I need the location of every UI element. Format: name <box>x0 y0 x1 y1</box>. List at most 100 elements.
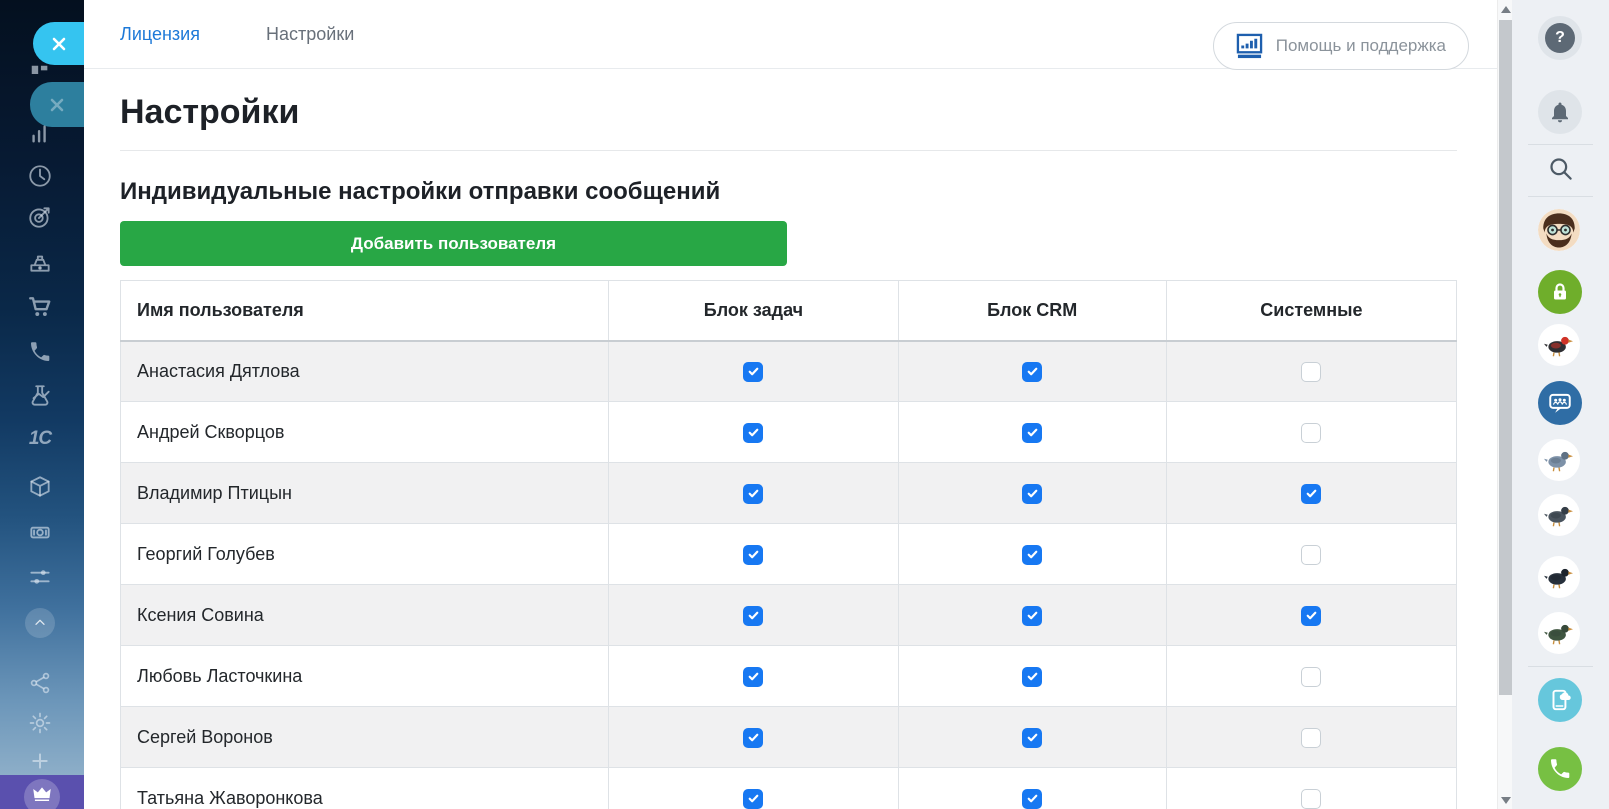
phone-icon[interactable] <box>27 339 53 365</box>
user-name-cell: Ксения Совина <box>119 584 610 646</box>
crm-cell <box>897 340 1167 402</box>
swallow-avatar[interactable] <box>1538 556 1580 598</box>
tasks-checkbox[interactable] <box>743 544 764 565</box>
table-row: Анастасия Дятлова <box>119 340 1458 402</box>
tasks-cell <box>608 645 899 707</box>
search-icon[interactable] <box>1538 146 1582 190</box>
system-cell <box>1165 401 1458 463</box>
cube-icon[interactable] <box>27 474 53 500</box>
crm-cell <box>897 645 1167 707</box>
tab-settings[interactable]: Настройки <box>265 23 355 44</box>
onec-icon[interactable]: 1С <box>28 428 52 449</box>
chevron-up-icon[interactable] <box>25 608 55 638</box>
user-name-cell: Георгий Голубев <box>119 523 610 585</box>
system-checkbox[interactable] <box>1301 483 1322 504</box>
question-mark-icon: ? <box>1545 23 1575 53</box>
target-icon[interactable] <box>27 204 53 230</box>
system-checkbox[interactable] <box>1301 544 1322 565</box>
crm-cell <box>897 706 1167 768</box>
scrollbar-thumb[interactable] <box>1499 20 1512 695</box>
close-panel-button[interactable] <box>30 82 84 127</box>
tasks-cell <box>608 523 899 585</box>
section-heading: Индивидуальные настройки отправки сообще… <box>120 178 721 205</box>
divider <box>120 150 1457 151</box>
crm-checkbox[interactable] <box>1022 422 1043 443</box>
tasks-checkbox[interactable] <box>743 361 764 382</box>
crm-checkbox[interactable] <box>1022 666 1043 687</box>
bell-icon[interactable] <box>1538 90 1582 134</box>
crm-checkbox[interactable] <box>1022 727 1043 748</box>
crm-cell <box>897 462 1167 524</box>
crm-checkbox[interactable] <box>1022 605 1043 626</box>
table-row: Георгий Голубев <box>119 523 1458 585</box>
system-checkbox[interactable] <box>1301 422 1322 443</box>
bar-chart-icon <box>1236 33 1263 60</box>
tasks-checkbox[interactable] <box>743 788 764 809</box>
help-support-button[interactable]: Помощь и поддержка <box>1212 22 1469 70</box>
user-settings-table: Имя пользователя Блок задач Блок CRM Сис… <box>119 280 1458 809</box>
crown-icon <box>24 779 60 809</box>
scroll-up-arrow[interactable] <box>1501 6 1511 13</box>
clock-icon[interactable] <box>27 163 53 189</box>
vertical-scrollbar[interactable] <box>1497 0 1512 809</box>
tasks-checkbox[interactable] <box>743 605 764 626</box>
woodpecker-avatar[interactable] <box>1538 324 1580 366</box>
crm-checkbox[interactable] <box>1022 788 1043 809</box>
grid-icon[interactable] <box>27 61 53 87</box>
crm-checkbox[interactable] <box>1022 483 1043 504</box>
system-checkbox[interactable] <box>1301 361 1322 382</box>
tasks-cell <box>608 462 899 524</box>
bar-chart-icon[interactable] <box>27 121 53 147</box>
device-cloud-icon[interactable] <box>1538 678 1582 722</box>
system-checkbox[interactable] <box>1301 666 1322 687</box>
tab-license[interactable]: Лицензия <box>120 23 200 44</box>
tasks-cell <box>608 401 899 463</box>
tasks-checkbox[interactable] <box>743 666 764 687</box>
page-title: Настройки <box>120 93 300 131</box>
user-avatar[interactable] <box>1538 209 1580 251</box>
table-row: Андрей Скворцов <box>119 401 1458 463</box>
gear-icon[interactable] <box>27 710 53 736</box>
help-icon[interactable]: ? <box>1538 16 1582 60</box>
dark-bird-avatar[interactable] <box>1538 494 1580 536</box>
flask-icon[interactable] <box>27 383 53 409</box>
sliders-icon[interactable] <box>27 564 53 590</box>
add-user-button[interactable]: Добавить пользователя <box>120 221 787 266</box>
scroll-down-arrow[interactable] <box>1501 797 1511 804</box>
starling-avatar[interactable] <box>1538 612 1580 654</box>
phone-call-icon[interactable] <box>1538 747 1582 791</box>
crm-cell <box>897 584 1167 646</box>
plus-icon[interactable] <box>27 748 53 774</box>
user-name-cell: Анастасия Дятлова <box>119 340 610 402</box>
user-name-cell: Владимир Птицын <box>119 462 610 524</box>
cash-register-icon[interactable] <box>27 249 53 275</box>
table-row: Ксения Совина <box>119 584 1458 646</box>
projector-icon[interactable] <box>27 519 53 545</box>
system-checkbox[interactable] <box>1301 605 1322 626</box>
user-name-cell: Сергей Воронов <box>119 706 610 768</box>
system-cell <box>1165 462 1458 524</box>
tasks-checkbox[interactable] <box>743 422 764 443</box>
main-area: Лицензия Настройки Помощь и поддержка На… <box>84 0 1497 809</box>
group-chat-icon[interactable] <box>1538 381 1582 425</box>
table-row: Любовь Ласточкина <box>119 645 1458 707</box>
tasks-checkbox[interactable] <box>743 727 764 748</box>
column-header-crm: Блок CRM <box>897 280 1167 342</box>
crm-checkbox[interactable] <box>1022 361 1043 382</box>
close-notification-button[interactable] <box>33 22 84 65</box>
user-name-cell: Татьяна Жаворонкова <box>119 767 610 809</box>
cart-icon[interactable] <box>27 294 53 320</box>
user-table-body: Анастасия Дятлова Андрей Скворцов Владим… <box>119 340 1458 809</box>
system-checkbox[interactable] <box>1301 788 1322 809</box>
lock-icon[interactable] <box>1538 270 1582 314</box>
crm-checkbox[interactable] <box>1022 544 1043 565</box>
crm-cell <box>897 401 1167 463</box>
share-icon[interactable] <box>27 670 53 696</box>
pigeon-avatar[interactable] <box>1538 439 1580 481</box>
premium-footer[interactable] <box>0 775 84 809</box>
system-checkbox[interactable] <box>1301 727 1322 748</box>
tab-bar: Лицензия Настройки Помощь и поддержка <box>84 0 1497 70</box>
table-header-row: Имя пользователя Блок задач Блок CRM Сис… <box>119 280 1458 342</box>
tasks-checkbox[interactable] <box>743 483 764 504</box>
